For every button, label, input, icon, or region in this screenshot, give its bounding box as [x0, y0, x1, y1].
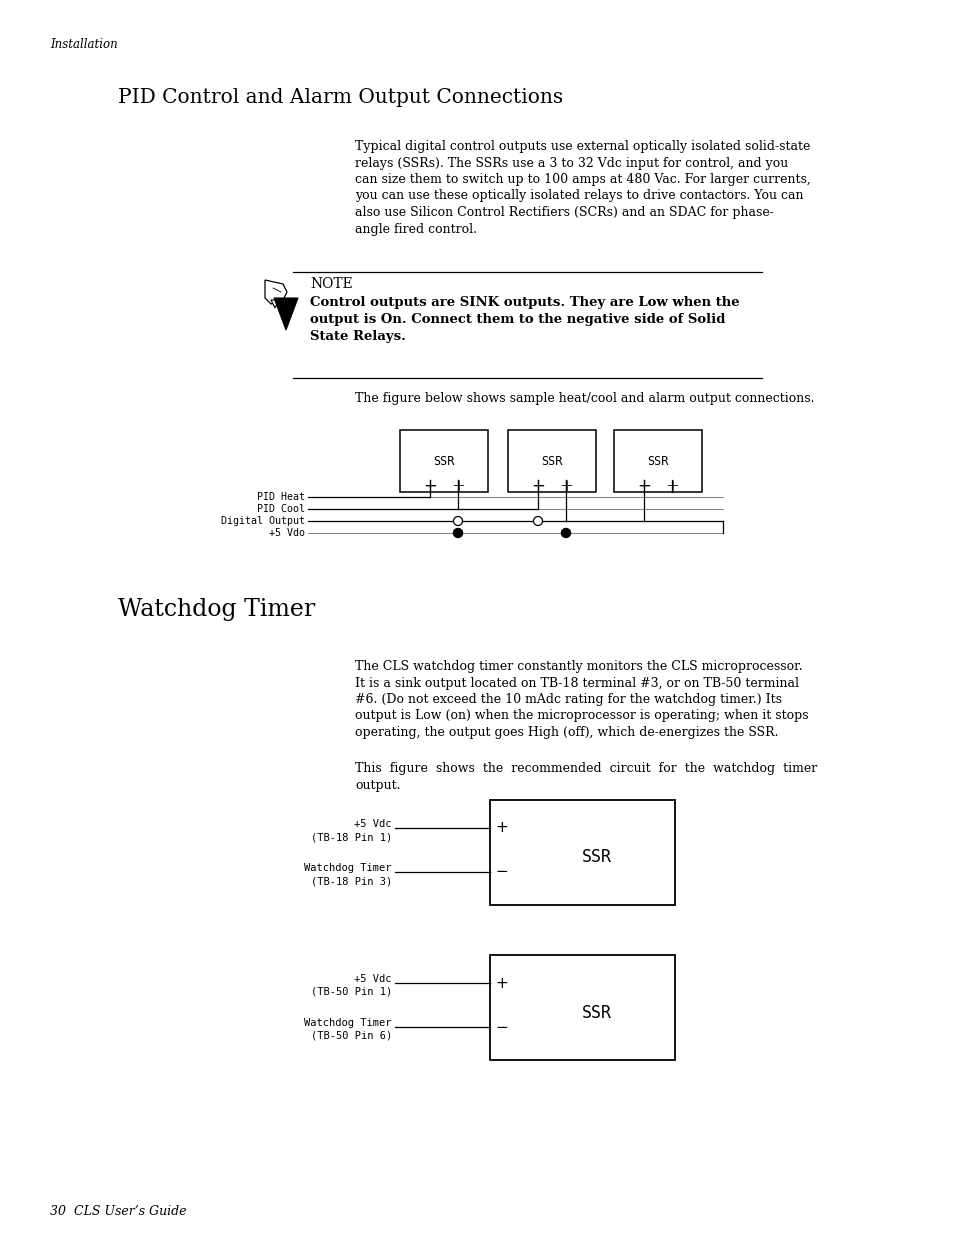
Text: #6. (Do not exceed the 10 mAdc rating for the watchdog timer.) Its: #6. (Do not exceed the 10 mAdc rating fo… [355, 693, 781, 706]
Text: SSR: SSR [433, 454, 455, 468]
Text: +: + [496, 976, 508, 990]
Text: operating, the output goes High (off), which de-energizes the SSR.: operating, the output goes High (off), w… [355, 726, 778, 739]
Text: angle fired control.: angle fired control. [355, 222, 476, 236]
Text: Watchdog Timer: Watchdog Timer [118, 598, 314, 621]
Text: Typical digital control outputs use external optically isolated solid-state: Typical digital control outputs use exte… [355, 140, 809, 153]
Text: SSR: SSR [540, 454, 562, 468]
Text: SSR: SSR [581, 848, 612, 867]
Text: PID Cool: PID Cool [256, 504, 305, 514]
Text: −: − [531, 478, 544, 495]
Text: Digital Output: Digital Output [221, 516, 305, 526]
Text: NOTE: NOTE [310, 277, 353, 291]
Text: (TB-50 Pin 1): (TB-50 Pin 1) [311, 987, 392, 997]
Text: Watchdog Timer: Watchdog Timer [304, 863, 392, 873]
Text: Control outputs are SINK outputs. They are Low when the: Control outputs are SINK outputs. They a… [310, 296, 739, 309]
Text: +: + [558, 478, 573, 495]
Text: (TB-18 Pin 1): (TB-18 Pin 1) [311, 832, 392, 842]
Text: also use Silicon Control Rectifiers (SCRs) and an SDAC for phase-: also use Silicon Control Rectifiers (SCR… [355, 206, 773, 219]
Text: PID Control and Alarm Output Connections: PID Control and Alarm Output Connections [118, 88, 562, 107]
Text: The CLS watchdog timer constantly monitors the CLS microprocessor.: The CLS watchdog timer constantly monito… [355, 659, 801, 673]
Text: output is Low (on) when the microprocessor is operating; when it stops: output is Low (on) when the microprocess… [355, 709, 808, 722]
Text: −: − [496, 864, 508, 879]
Text: +: + [451, 478, 464, 495]
Text: you can use these optically isolated relays to drive contactors. You can: you can use these optically isolated rel… [355, 189, 802, 203]
Text: −: − [637, 478, 650, 495]
Text: It is a sink output located on TB-18 terminal #3, or on TB-50 terminal: It is a sink output located on TB-18 ter… [355, 677, 799, 689]
Bar [399, 430, 488, 492]
Polygon shape [274, 298, 297, 330]
Text: (TB-18 Pin 3): (TB-18 Pin 3) [311, 876, 392, 885]
Polygon shape [265, 280, 287, 304]
Text: +5 Vdc: +5 Vdc [355, 974, 392, 984]
Text: +: + [496, 820, 508, 836]
Text: This  figure  shows  the  recommended  circuit  for  the  watchdog  timer: This figure shows the recommended circui… [355, 762, 817, 776]
Circle shape [561, 529, 570, 537]
Text: Watchdog Timer: Watchdog Timer [304, 1018, 392, 1028]
Text: −: − [496, 1020, 508, 1035]
Text: output.: output. [355, 778, 400, 792]
Text: +: + [664, 478, 679, 495]
Bar [507, 430, 596, 492]
Text: The figure below shows sample heat/cool and alarm output connections.: The figure below shows sample heat/cool … [355, 391, 814, 405]
Bar [614, 430, 701, 492]
Bar [490, 800, 675, 905]
Polygon shape [271, 300, 278, 308]
Text: SSR: SSR [647, 454, 668, 468]
Text: SSR: SSR [581, 1004, 612, 1021]
Circle shape [533, 516, 542, 526]
Text: (TB-50 Pin 6): (TB-50 Pin 6) [311, 1031, 392, 1041]
Text: Installation: Installation [50, 38, 117, 51]
Text: PID Heat: PID Heat [256, 492, 305, 501]
Circle shape [453, 529, 462, 537]
Text: output is On. Connect them to the negative side of Solid: output is On. Connect them to the negati… [310, 312, 724, 326]
Text: State Relays.: State Relays. [310, 330, 405, 343]
Bar [490, 955, 675, 1060]
Text: 30  CLS User’s Guide: 30 CLS User’s Guide [50, 1205, 186, 1218]
Text: +5 Vdo: +5 Vdo [269, 529, 305, 538]
Circle shape [453, 516, 462, 526]
Text: relays (SSRs). The SSRs use a 3 to 32 Vdc input for control, and you: relays (SSRs). The SSRs use a 3 to 32 Vd… [355, 157, 787, 169]
Text: can size them to switch up to 100 amps at 480 Vac. For larger currents,: can size them to switch up to 100 amps a… [355, 173, 810, 186]
Text: −: − [422, 478, 436, 495]
Text: +5 Vdc: +5 Vdc [355, 819, 392, 829]
